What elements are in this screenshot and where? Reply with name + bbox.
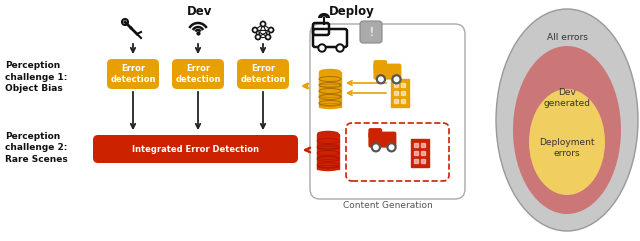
FancyBboxPatch shape xyxy=(237,59,289,89)
Text: Dev
generated: Dev generated xyxy=(543,88,591,108)
Text: Error
detection: Error detection xyxy=(240,64,285,84)
Ellipse shape xyxy=(319,104,341,109)
Circle shape xyxy=(394,77,399,81)
Text: Error
detection: Error detection xyxy=(110,64,156,84)
Text: !: ! xyxy=(368,26,374,39)
Circle shape xyxy=(266,34,271,40)
Circle shape xyxy=(253,27,257,33)
Circle shape xyxy=(379,77,383,81)
FancyBboxPatch shape xyxy=(107,59,159,89)
Ellipse shape xyxy=(317,166,339,171)
Text: Perception
challenge 1:
Object Bias: Perception challenge 1: Object Bias xyxy=(5,61,67,93)
Bar xyxy=(414,151,418,155)
Text: Deploy: Deploy xyxy=(329,5,375,18)
Circle shape xyxy=(374,145,378,149)
Ellipse shape xyxy=(496,9,638,231)
Bar xyxy=(394,91,398,95)
FancyBboxPatch shape xyxy=(360,21,382,43)
Bar xyxy=(317,134,339,168)
FancyBboxPatch shape xyxy=(172,59,224,89)
Text: Dev: Dev xyxy=(188,5,212,18)
Bar xyxy=(411,139,429,167)
Circle shape xyxy=(318,44,326,52)
Circle shape xyxy=(253,27,257,33)
Bar xyxy=(421,159,425,163)
Circle shape xyxy=(371,143,380,152)
Text: Deployment
errors: Deployment errors xyxy=(540,138,595,158)
Text: All errors: All errors xyxy=(547,33,588,42)
Circle shape xyxy=(260,21,266,27)
Bar xyxy=(319,72,341,107)
Bar xyxy=(401,83,405,87)
Circle shape xyxy=(260,21,266,27)
FancyBboxPatch shape xyxy=(373,60,387,71)
Bar xyxy=(414,143,418,147)
Bar xyxy=(394,99,398,103)
FancyBboxPatch shape xyxy=(93,135,298,163)
Bar xyxy=(401,91,405,95)
Text: Perception
challenge 2:
Rare Scenes: Perception challenge 2: Rare Scenes xyxy=(5,132,68,164)
Circle shape xyxy=(389,145,394,149)
Circle shape xyxy=(392,75,401,84)
Text: Integrated Error Detection: Integrated Error Detection xyxy=(132,145,259,154)
Circle shape xyxy=(387,143,396,152)
Ellipse shape xyxy=(317,131,339,136)
Circle shape xyxy=(320,46,324,50)
FancyBboxPatch shape xyxy=(373,64,401,80)
Ellipse shape xyxy=(529,89,605,195)
Circle shape xyxy=(338,46,342,50)
Circle shape xyxy=(255,34,260,40)
Bar xyxy=(421,151,425,155)
Circle shape xyxy=(255,34,260,40)
Circle shape xyxy=(269,27,273,33)
Text: Content Generation: Content Generation xyxy=(342,201,433,210)
Bar xyxy=(401,99,405,103)
FancyBboxPatch shape xyxy=(369,132,396,147)
Circle shape xyxy=(336,44,344,52)
FancyBboxPatch shape xyxy=(310,24,465,199)
Ellipse shape xyxy=(319,69,341,74)
Circle shape xyxy=(269,27,273,33)
Bar xyxy=(421,143,425,147)
Circle shape xyxy=(266,34,271,40)
Bar xyxy=(394,83,398,87)
Text: Error
detection: Error detection xyxy=(175,64,221,84)
Ellipse shape xyxy=(513,46,621,214)
Bar xyxy=(414,159,418,163)
Circle shape xyxy=(376,75,385,84)
FancyBboxPatch shape xyxy=(369,128,382,139)
Bar xyxy=(391,79,409,107)
